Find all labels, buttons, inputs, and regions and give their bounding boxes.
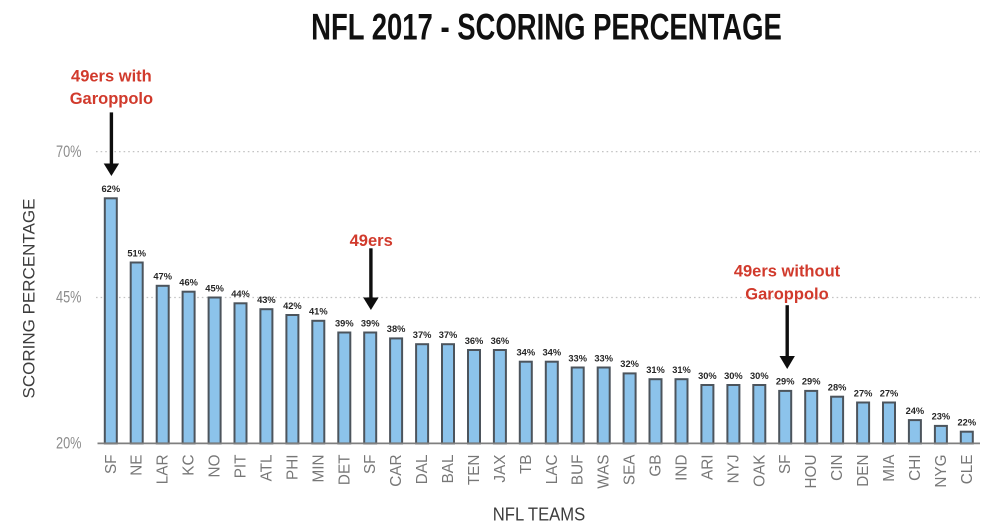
svg-text:CIN: CIN: [829, 455, 846, 481]
svg-text:31%: 31%: [646, 365, 665, 375]
svg-text:JAX: JAX: [492, 455, 509, 483]
svg-text:39%: 39%: [335, 318, 354, 328]
svg-text:38%: 38%: [387, 324, 406, 334]
svg-text:27%: 27%: [854, 388, 873, 398]
svg-text:WAS: WAS: [596, 455, 613, 489]
svg-text:51%: 51%: [127, 248, 146, 258]
svg-text:23%: 23%: [932, 412, 951, 422]
svg-text:42%: 42%: [283, 301, 302, 311]
svg-text:20%: 20%: [56, 434, 82, 453]
svg-text:MIN: MIN: [310, 455, 327, 483]
svg-text:Garoppolo: Garoppolo: [745, 286, 828, 304]
svg-text:27%: 27%: [880, 388, 899, 398]
svg-text:24%: 24%: [906, 406, 925, 416]
svg-text:LAR: LAR: [155, 455, 172, 485]
svg-text:49ers without: 49ers without: [734, 263, 841, 281]
svg-text:36%: 36%: [491, 336, 510, 346]
svg-text:34%: 34%: [516, 348, 535, 358]
svg-text:BUF: BUF: [570, 455, 587, 486]
svg-text:22%: 22%: [957, 418, 976, 428]
svg-text:43%: 43%: [257, 295, 276, 305]
svg-text:LAC: LAC: [544, 455, 561, 485]
svg-text:BAL: BAL: [440, 455, 457, 484]
svg-text:NO: NO: [207, 454, 224, 477]
svg-text:OAK: OAK: [751, 454, 768, 487]
svg-text:41%: 41%: [309, 307, 328, 317]
svg-text:ARI: ARI: [699, 455, 716, 481]
svg-text:49ers: 49ers: [350, 232, 393, 250]
svg-text:PHI: PHI: [284, 455, 301, 481]
svg-text:29%: 29%: [802, 377, 821, 387]
svg-text:46%: 46%: [179, 278, 198, 288]
svg-text:45%: 45%: [205, 283, 224, 293]
svg-text:ATL: ATL: [258, 455, 275, 482]
svg-text:30%: 30%: [750, 371, 769, 381]
svg-text:DEN: DEN: [855, 455, 872, 487]
svg-text:NE: NE: [129, 455, 146, 476]
svg-text:33%: 33%: [594, 353, 613, 363]
svg-text:DAL: DAL: [414, 455, 431, 485]
svg-text:34%: 34%: [542, 348, 561, 358]
svg-text:CAR: CAR: [388, 455, 405, 487]
svg-text:DET: DET: [336, 455, 353, 486]
svg-text:SCORING PERCENTAGE: SCORING PERCENTAGE: [20, 199, 39, 399]
svg-text:45%: 45%: [56, 288, 82, 307]
svg-text:NFL TEAMS: NFL TEAMS: [493, 504, 585, 525]
svg-text:SF: SF: [103, 455, 120, 475]
svg-text:37%: 37%: [413, 330, 432, 340]
svg-text:CLE: CLE: [959, 455, 976, 485]
svg-text:32%: 32%: [620, 359, 639, 369]
svg-text:36%: 36%: [465, 336, 484, 346]
svg-text:44%: 44%: [231, 289, 250, 299]
svg-text:33%: 33%: [568, 353, 587, 363]
svg-text:MIA: MIA: [881, 454, 898, 482]
svg-text:29%: 29%: [776, 377, 795, 387]
svg-text:NYG: NYG: [933, 455, 950, 488]
svg-text:PIT: PIT: [233, 455, 250, 479]
svg-text:HOU: HOU: [803, 455, 820, 489]
svg-text:62%: 62%: [101, 184, 120, 194]
svg-text:37%: 37%: [439, 330, 458, 340]
svg-text:47%: 47%: [153, 272, 172, 282]
svg-text:Garoppolo: Garoppolo: [70, 90, 153, 108]
svg-text:30%: 30%: [724, 371, 743, 381]
svg-text:CHI: CHI: [907, 455, 924, 481]
svg-text:TB: TB: [518, 455, 535, 475]
svg-text:30%: 30%: [698, 371, 717, 381]
svg-text:NFL 2017 - SCORING PERCENTAGE: NFL 2017 - SCORING PERCENTAGE: [311, 5, 782, 47]
svg-text:SF: SF: [777, 455, 794, 475]
svg-text:70%: 70%: [56, 142, 82, 161]
svg-text:IND: IND: [674, 455, 691, 481]
svg-text:GB: GB: [648, 455, 665, 477]
svg-text:TEN: TEN: [466, 455, 483, 486]
svg-text:SF: SF: [362, 455, 379, 475]
svg-text:49ers with: 49ers with: [71, 68, 152, 86]
svg-text:NYJ: NYJ: [725, 455, 742, 484]
svg-text:39%: 39%: [361, 318, 380, 328]
svg-text:KC: KC: [181, 455, 198, 476]
svg-text:31%: 31%: [672, 365, 691, 375]
svg-text:SEA: SEA: [622, 454, 639, 485]
svg-text:28%: 28%: [828, 383, 847, 393]
